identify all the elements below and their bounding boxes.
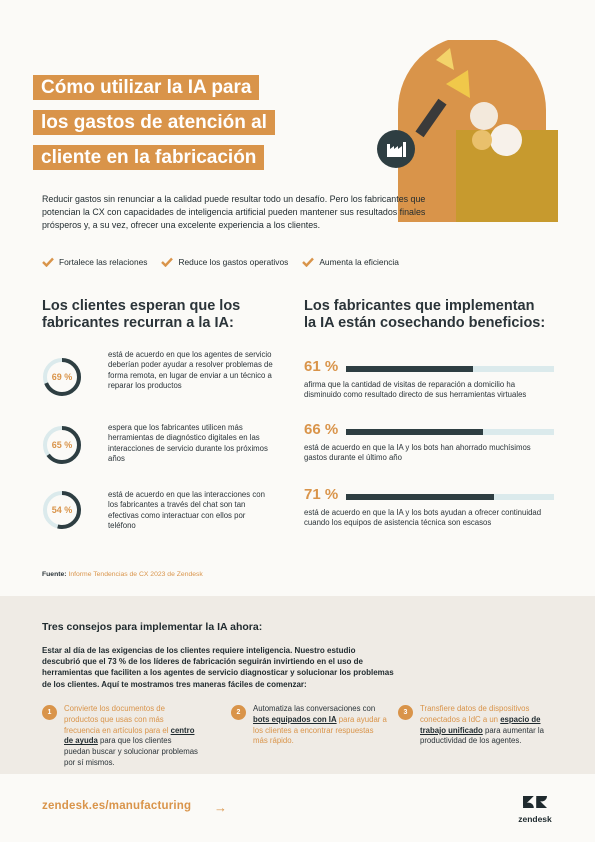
check-icon [42, 257, 54, 267]
right-section-title: Los fabricantes que implementan la IA es… [304, 298, 546, 331]
page-title-line-3: cliente en la fabricación [33, 145, 265, 170]
factory-icon [377, 130, 415, 168]
progress-bar [346, 429, 554, 435]
stat-item: 69 % [42, 357, 82, 402]
tip-number: 3 [398, 705, 413, 720]
tip-number: 1 [42, 705, 57, 720]
donut-fill [43, 426, 81, 464]
donut-fill [43, 358, 81, 396]
stat-description: espera que los fabricantes utilicen más … [108, 423, 268, 464]
check-icon [161, 257, 174, 267]
zendesk-logo: zendesk [515, 792, 555, 826]
intro-paragraph: Reducir gastos sin renunciar a la calida… [42, 194, 426, 230]
check-icon [302, 257, 315, 267]
donut-fill [43, 491, 81, 529]
tips-intro: Estar al día de las exigencias de los cl… [42, 646, 394, 689]
tips-section [0, 596, 595, 774]
donut-ring [43, 491, 81, 529]
check-item: Fortalece las relaciones [42, 257, 147, 267]
footer-url-link[interactable]: zendesk.es/manufacturing [42, 800, 192, 812]
help-center-link[interactable]: centro de ayuda [64, 725, 195, 746]
source-link[interactable]: Informe Tendencias de CX 2023 de Zendesk [68, 571, 203, 578]
donut-chart: 54 % [42, 490, 82, 530]
donut-ring [43, 358, 81, 396]
workspace-link[interactable]: espacio de trabajo unificado [420, 714, 541, 735]
page-title-line-2: los gastos de atención al [33, 110, 275, 135]
donut-chart: 69 % [42, 357, 82, 397]
stat-description: está de acuerdo en que las interacciones… [108, 490, 265, 531]
check-item: Reduce los gastos operativos [161, 257, 288, 267]
stat-item: 65 % [42, 425, 82, 470]
stat-description: está de acuerdo en que los agentes de se… [108, 350, 273, 391]
progress-bar [346, 494, 554, 500]
donut-ring [43, 426, 81, 464]
tips-title: Tres consejos para implementar la IA aho… [42, 621, 263, 633]
source-note: Fuente: Informe Tendencias de CX 2023 de… [42, 571, 203, 578]
page-title-line-1: Cómo utilizar la IA para [33, 75, 260, 100]
zendesk-logo-icon [523, 796, 547, 808]
arrow-right-icon[interactable]: → [214, 800, 227, 815]
stat-item: 54 % [42, 490, 82, 535]
donut-chart: 65 % [42, 425, 82, 465]
benefits-checklist: Fortalece las relaciones Reduce los gast… [42, 257, 399, 267]
left-section-title: Los clientes esperan que los fabricantes… [42, 298, 241, 331]
hero-illustration [398, 40, 558, 222]
check-item: Aumenta la eficiencia [302, 257, 399, 267]
ai-bots-link[interactable]: bots equipados con IA [253, 714, 337, 724]
progress-bar [346, 366, 554, 372]
tip-number: 2 [231, 705, 246, 720]
